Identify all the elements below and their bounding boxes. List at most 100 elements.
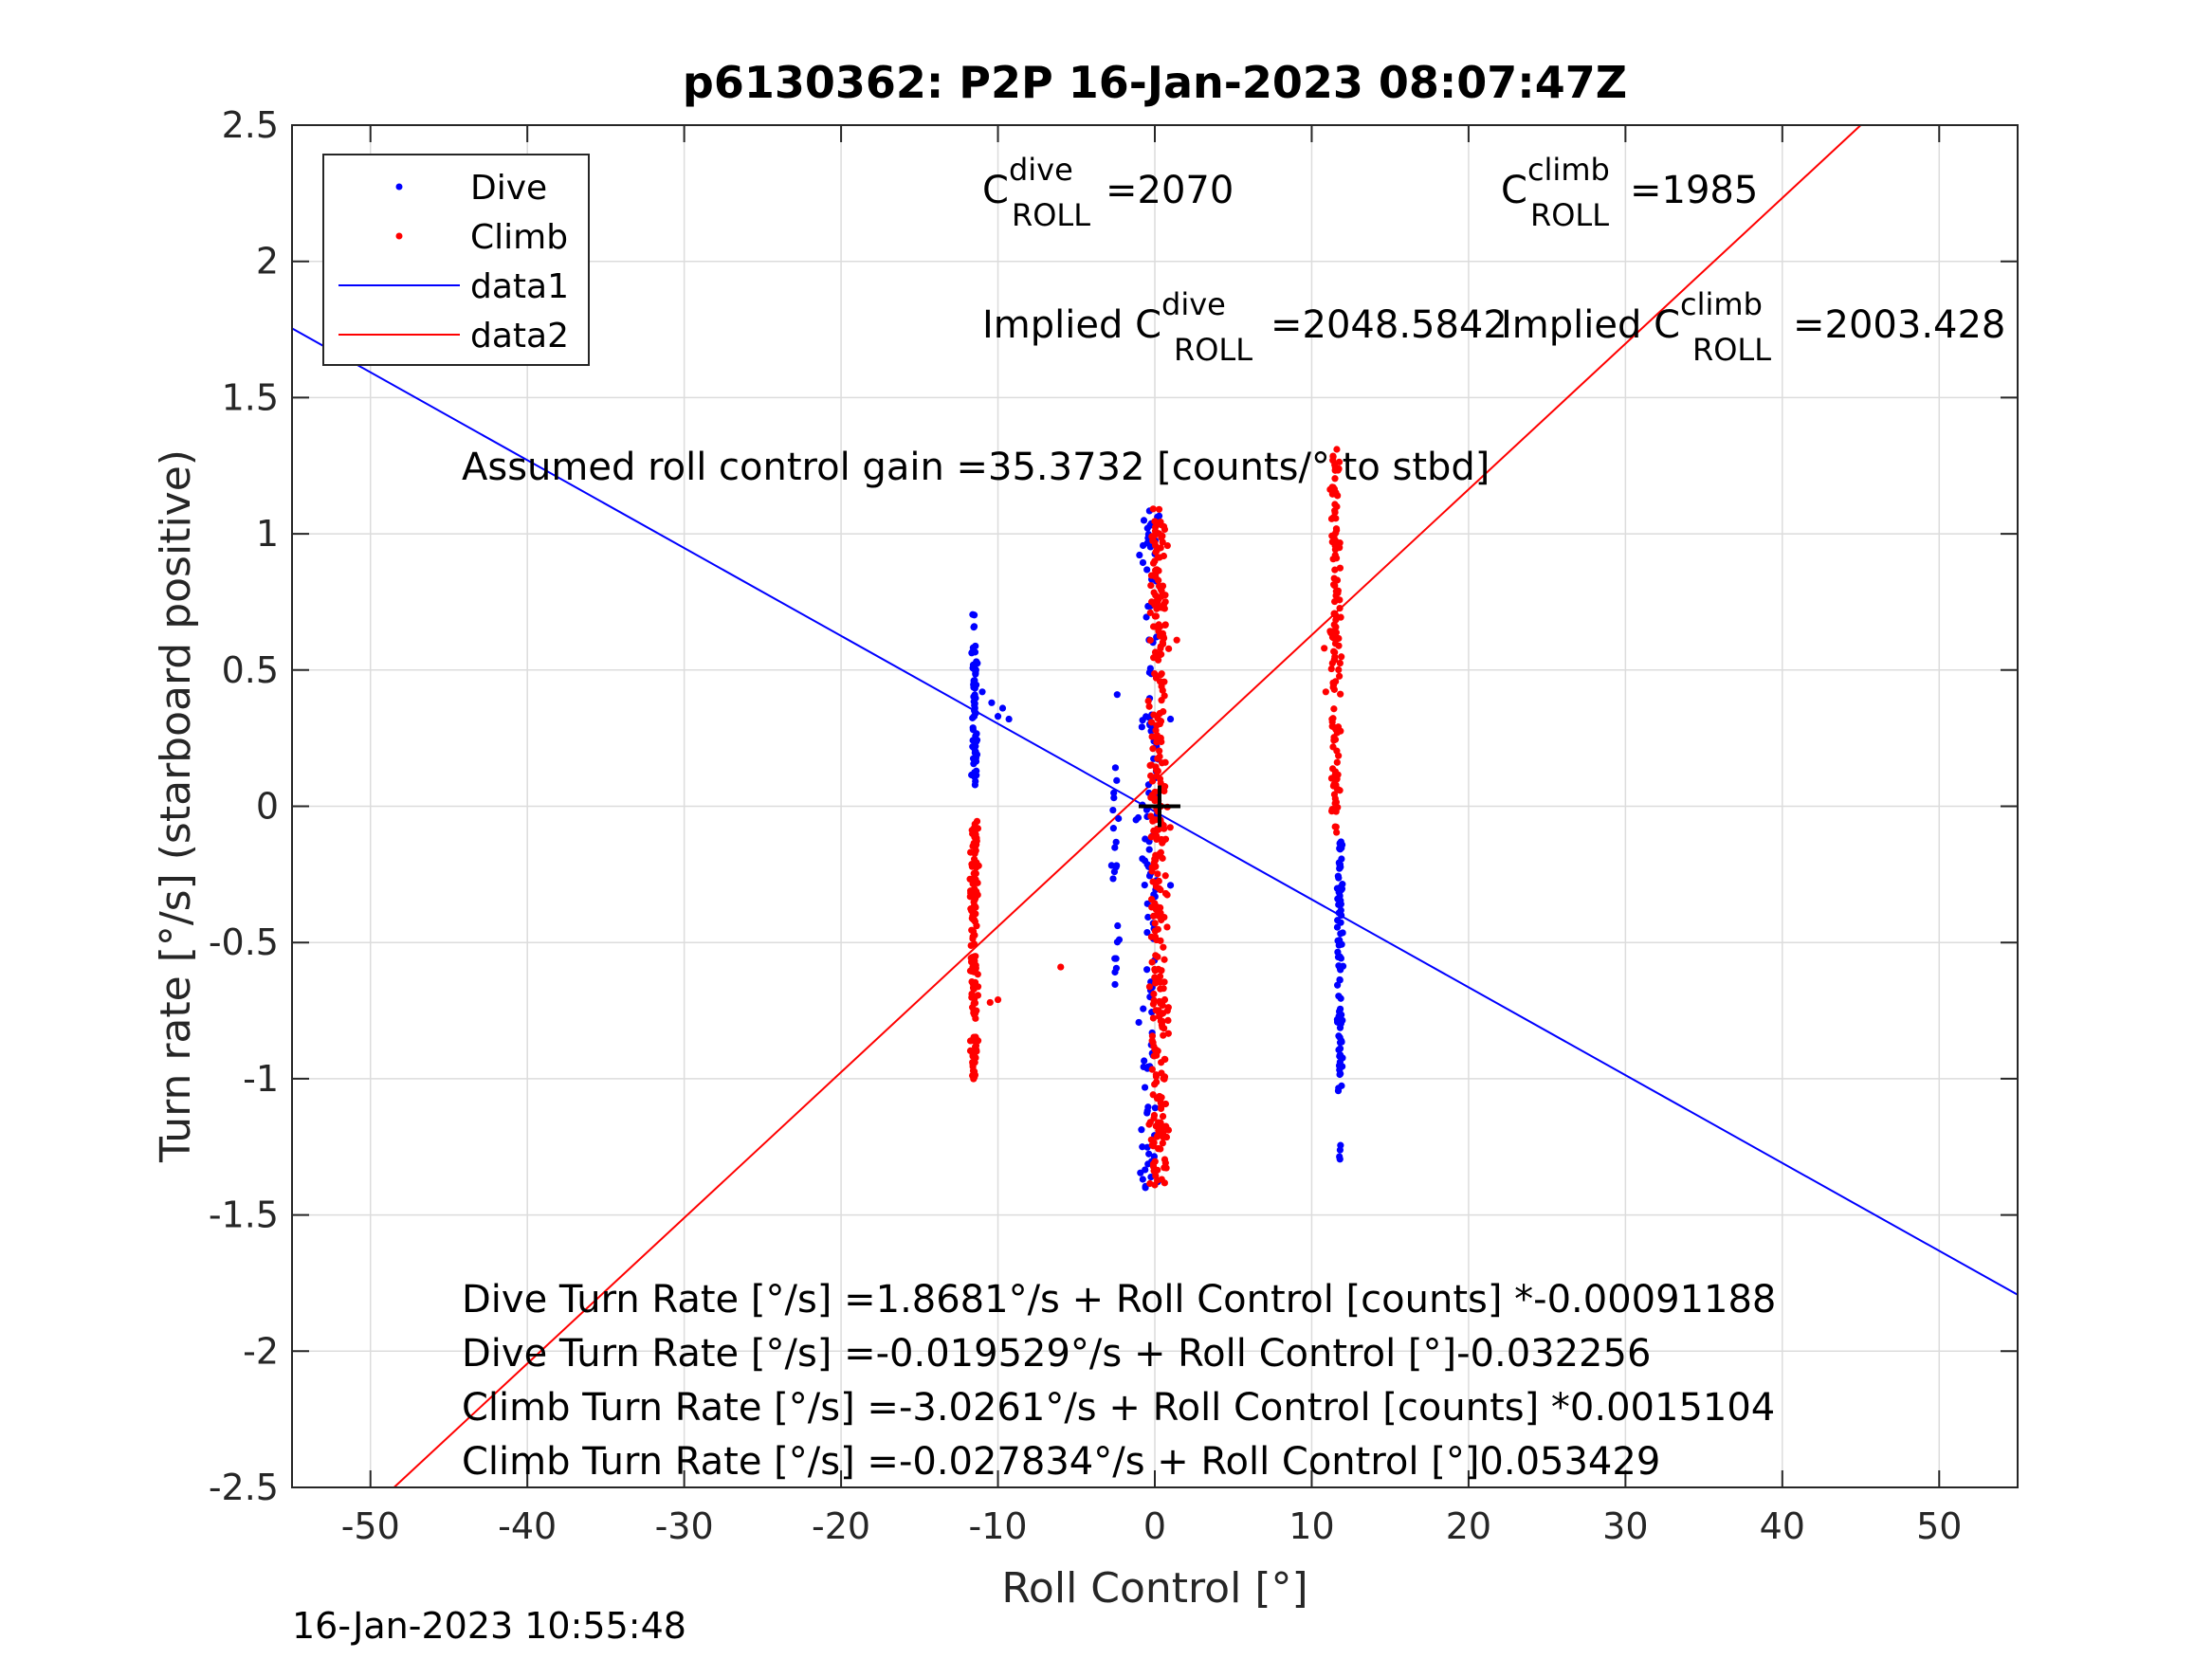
climb-point: [967, 941, 975, 950]
dive-point: [1109, 875, 1117, 883]
dive-point: [998, 704, 1007, 712]
climb-point: [1158, 967, 1165, 975]
climb-point: [1159, 1023, 1166, 1031]
climb-point: [1158, 630, 1165, 639]
x-tick-label: -40: [498, 1505, 557, 1547]
y-tick-label: -2.5: [209, 1467, 279, 1508]
climb-point: [1164, 1030, 1172, 1037]
climb-point: [1151, 1181, 1159, 1189]
climb-point: [975, 862, 982, 869]
climb-point: [1153, 1078, 1161, 1086]
dive-point: [1339, 1054, 1346, 1062]
climb-point: [1154, 925, 1161, 933]
dive-point: [1336, 1005, 1344, 1012]
climb-point: [967, 887, 975, 895]
dive-point: [1142, 835, 1149, 843]
climb-point: [1149, 745, 1157, 753]
climb-point: [1326, 628, 1334, 635]
legend-dive-marker: [395, 183, 403, 191]
climb-point: [1330, 705, 1338, 713]
climb-point: [1156, 709, 1163, 718]
dive-point: [1139, 1176, 1146, 1183]
climb-point: [1332, 629, 1340, 636]
climb-point: [1153, 1133, 1161, 1140]
x-tick-label: 40: [1760, 1505, 1805, 1547]
dive-point: [1336, 840, 1344, 848]
climb-point: [1156, 753, 1163, 760]
dive-point: [1143, 566, 1151, 574]
climb-point: [1148, 1032, 1157, 1040]
climb-point: [1149, 537, 1157, 544]
y-tick-label: -1: [243, 1058, 279, 1100]
dive-point: [1339, 962, 1347, 970]
climb-point: [1334, 466, 1342, 474]
climb-point: [986, 998, 994, 1007]
dive-point: [1141, 881, 1148, 889]
dive-point: [973, 730, 980, 738]
x-tick-label: -30: [655, 1505, 714, 1547]
climb-point: [1157, 643, 1164, 650]
dive-point: [1143, 928, 1151, 937]
climb-point: [1157, 586, 1165, 593]
climb-point: [1161, 1179, 1168, 1187]
climb-point: [1156, 849, 1163, 858]
climb-point: [1330, 647, 1338, 655]
climb-point: [1153, 566, 1161, 574]
dive-point: [1139, 717, 1146, 724]
climb-point: [1147, 812, 1155, 820]
climb-point: [972, 953, 979, 960]
x-tick-label: 10: [1289, 1505, 1334, 1547]
climb-point: [1330, 621, 1338, 629]
dive-point: [1138, 723, 1145, 731]
roll-gain-annotation: Assumed roll control gain =35.3732 [coun…: [462, 446, 1490, 489]
dive-point: [971, 704, 978, 712]
climb-point: [1335, 665, 1343, 674]
dive-point: [1111, 980, 1119, 989]
climb-point: [1151, 965, 1159, 974]
legend-climb-marker: [395, 232, 403, 240]
dive-point: [1151, 1104, 1159, 1112]
climb-point: [971, 902, 978, 910]
implied-c-roll-dive-annotation: Implied Cdive ROLL=2048.5842: [982, 286, 1508, 368]
climb-point: [1159, 1113, 1167, 1121]
climb-point: [1149, 1142, 1157, 1150]
dive-point: [1110, 867, 1119, 876]
climb-point: [1156, 747, 1163, 755]
climb-point: [1331, 799, 1339, 808]
climb-point: [1152, 612, 1161, 620]
legend-box: [322, 154, 590, 366]
climb-point: [1158, 683, 1165, 690]
climb-point: [1149, 1163, 1158, 1171]
dive-point: [1137, 1169, 1144, 1176]
dive-point: [1139, 855, 1146, 863]
climb-equation-counts: Climb Turn Rate [°/s] =-3.0261°/s + Roll…: [462, 1386, 1775, 1430]
climb-point: [1157, 985, 1164, 993]
climb-point: [1329, 684, 1337, 691]
climb-point: [1151, 863, 1160, 870]
climb-point: [1160, 522, 1168, 531]
x-tick-labels: -50 -40 -30 -20 -10 0 10 20 30 40 50: [341, 1505, 1963, 1547]
dive-point: [969, 714, 977, 721]
dive-point: [1145, 1150, 1153, 1158]
dive-point: [1139, 558, 1147, 567]
dive-point: [972, 661, 979, 668]
y-tick-label: 2.5: [222, 104, 279, 146]
annotations: Cdive ROLL=2070 Cclimb ROLL=1985 Implied C…: [462, 152, 2005, 1484]
implied-c-roll-climb-annotation: Implied Cclimb ROLL=2003.428: [1501, 286, 2005, 368]
y-axis-label: Turn rate [°/s] (starboard positive): [152, 449, 200, 1163]
climb-point: [1057, 963, 1065, 971]
dive-point: [1115, 814, 1123, 823]
climb-point: [1165, 645, 1173, 652]
dive-point: [1334, 917, 1342, 924]
dive-point: [1166, 882, 1175, 889]
climb-point: [1157, 718, 1165, 725]
dive-point: [1112, 955, 1120, 962]
climb-point: [1333, 542, 1341, 550]
tick-marks: [292, 124, 2018, 1488]
dive-point: [1138, 1126, 1145, 1134]
climb-point: [1321, 645, 1328, 652]
climb-point: [1330, 610, 1339, 617]
climb-point: [1153, 547, 1161, 555]
climb-point: [1150, 990, 1158, 998]
climb-point: [1151, 900, 1159, 907]
